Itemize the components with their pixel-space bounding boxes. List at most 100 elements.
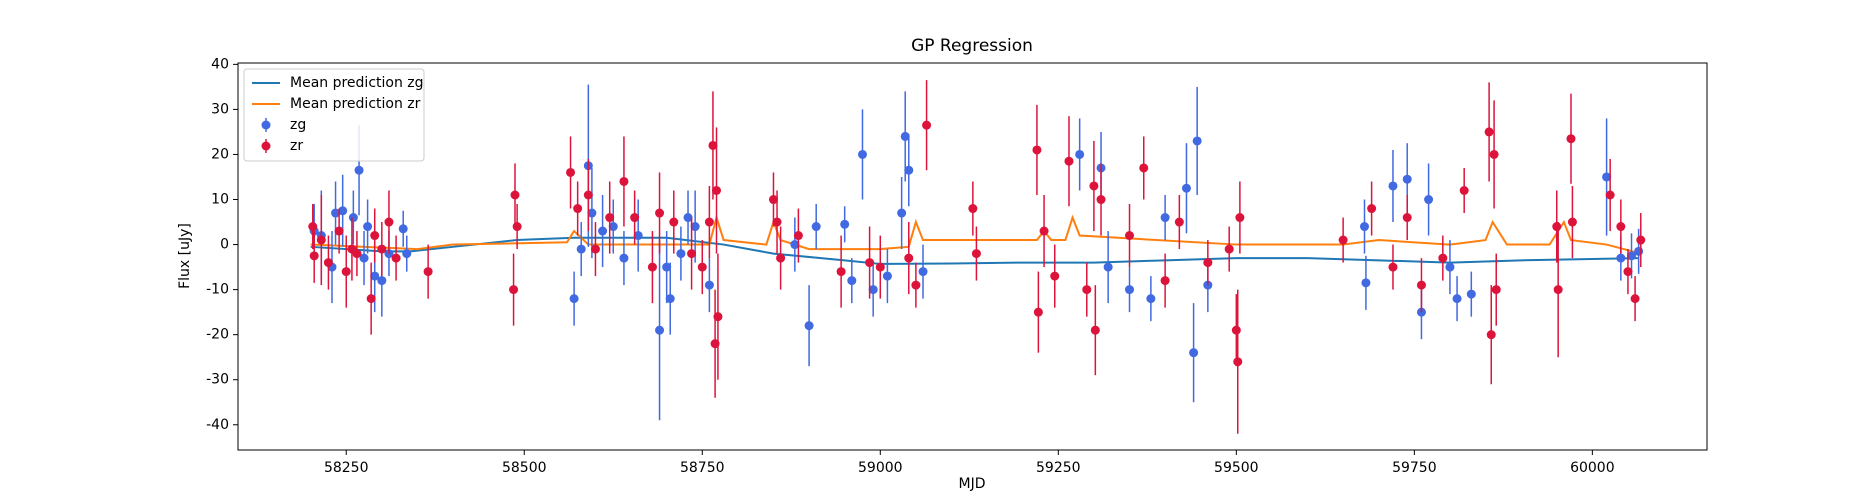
point bbox=[341, 267, 351, 277]
point bbox=[1039, 226, 1049, 236]
point bbox=[1103, 262, 1113, 272]
point bbox=[655, 325, 665, 335]
point bbox=[1367, 204, 1377, 214]
point bbox=[918, 267, 928, 277]
point bbox=[690, 222, 700, 232]
point bbox=[576, 244, 586, 254]
point bbox=[630, 213, 640, 223]
point bbox=[348, 213, 358, 223]
point bbox=[1203, 258, 1213, 268]
point bbox=[1489, 149, 1499, 159]
legend-label: zg bbox=[290, 117, 306, 133]
x-tick-label: 60000 bbox=[1570, 460, 1615, 476]
chart-title: GP Regression bbox=[911, 36, 1033, 56]
x-tick-label: 59250 bbox=[1036, 460, 1081, 476]
point bbox=[377, 244, 387, 254]
y-axis-label: Flux [uJy] bbox=[177, 223, 193, 289]
legend-swatch bbox=[261, 141, 271, 151]
point bbox=[308, 222, 318, 232]
x-tick-label: 58250 bbox=[324, 460, 369, 476]
point bbox=[900, 131, 910, 141]
point bbox=[363, 222, 373, 232]
point bbox=[1602, 172, 1612, 182]
point bbox=[366, 294, 376, 304]
point bbox=[1466, 289, 1476, 299]
y-tick-label: -10 bbox=[206, 282, 229, 298]
point bbox=[509, 285, 519, 295]
point bbox=[897, 208, 907, 218]
point bbox=[331, 208, 341, 218]
point bbox=[847, 276, 857, 286]
x-axis-label: MJD bbox=[959, 476, 986, 492]
point bbox=[811, 222, 821, 232]
point bbox=[338, 206, 348, 216]
point bbox=[1033, 307, 1043, 317]
legend-label: zr bbox=[290, 138, 303, 154]
point bbox=[391, 253, 401, 263]
point bbox=[1160, 213, 1170, 223]
point bbox=[1402, 213, 1412, 223]
point bbox=[790, 240, 800, 250]
point bbox=[1174, 217, 1184, 227]
point bbox=[1605, 190, 1615, 200]
point bbox=[882, 271, 892, 281]
point bbox=[323, 258, 333, 268]
point bbox=[868, 285, 878, 295]
point bbox=[1125, 231, 1135, 241]
point bbox=[712, 185, 722, 195]
point bbox=[665, 294, 675, 304]
point bbox=[1567, 217, 1577, 227]
point bbox=[512, 222, 522, 232]
point bbox=[655, 208, 665, 218]
point bbox=[510, 190, 520, 200]
point bbox=[1231, 325, 1241, 335]
point bbox=[1459, 185, 1469, 195]
y-tick-label: -40 bbox=[206, 417, 229, 433]
legend-box bbox=[243, 68, 425, 162]
point bbox=[1616, 222, 1626, 232]
point bbox=[1402, 174, 1412, 184]
point bbox=[1623, 267, 1633, 277]
point bbox=[573, 204, 583, 214]
point bbox=[1438, 253, 1448, 263]
y-tick-label: 10 bbox=[211, 192, 229, 208]
point bbox=[1090, 325, 1100, 335]
point bbox=[569, 294, 579, 304]
legend-label: Mean prediction zg bbox=[290, 75, 424, 91]
point bbox=[309, 251, 319, 261]
point bbox=[904, 253, 914, 263]
point bbox=[1424, 195, 1434, 205]
point bbox=[1338, 235, 1348, 245]
point bbox=[922, 120, 932, 130]
point bbox=[865, 258, 875, 268]
point bbox=[1125, 285, 1135, 295]
x-tick-label: 58500 bbox=[502, 460, 547, 476]
y-tick-label: 0 bbox=[220, 237, 229, 253]
y-tick-label: 30 bbox=[211, 101, 229, 117]
point bbox=[1445, 262, 1455, 272]
x-tick-label: 59000 bbox=[858, 460, 903, 476]
point bbox=[1566, 134, 1576, 144]
point bbox=[1089, 181, 1099, 191]
point bbox=[1630, 294, 1640, 304]
x-tick-label: 59500 bbox=[1214, 460, 1259, 476]
point bbox=[583, 190, 593, 200]
point bbox=[1388, 262, 1398, 272]
point bbox=[587, 208, 597, 218]
point bbox=[608, 222, 618, 232]
point bbox=[398, 224, 408, 234]
point bbox=[402, 249, 412, 259]
point bbox=[904, 165, 914, 175]
x-tick-label: 58750 bbox=[680, 460, 725, 476]
legend-swatch bbox=[261, 120, 271, 130]
point bbox=[704, 217, 714, 227]
point bbox=[768, 195, 778, 205]
point bbox=[1235, 213, 1245, 223]
point bbox=[713, 312, 723, 322]
point bbox=[708, 140, 718, 150]
point bbox=[566, 167, 576, 177]
point bbox=[669, 217, 679, 227]
point bbox=[1233, 357, 1243, 367]
point bbox=[423, 267, 433, 277]
point bbox=[370, 231, 380, 241]
